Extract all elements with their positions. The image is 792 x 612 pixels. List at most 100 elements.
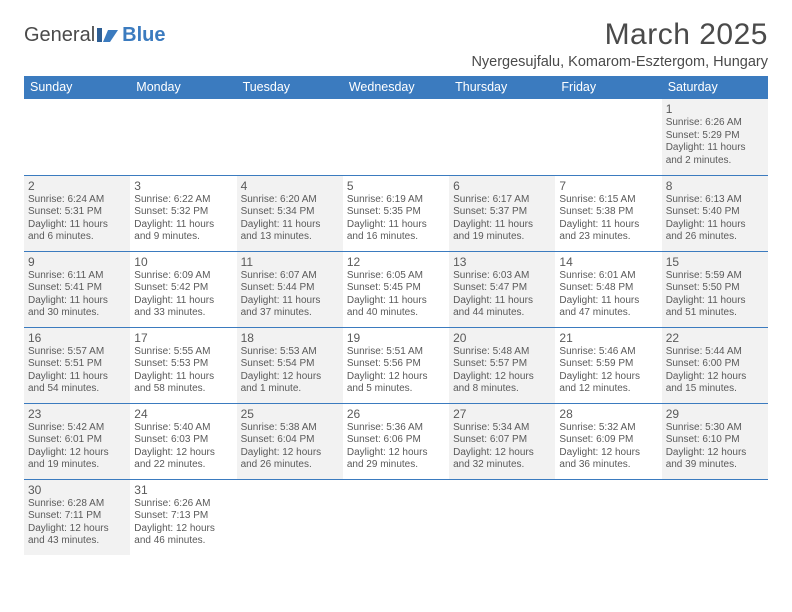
day-details: Sunrise: 5:44 AMSunset: 6:00 PMDaylight:…	[666, 346, 764, 396]
day-details: Sunrise: 6:26 AMSunset: 7:13 PMDaylight:…	[134, 498, 232, 548]
day-details: Sunrise: 5:42 AMSunset: 6:01 PMDaylight:…	[28, 422, 126, 472]
day-number: 19	[347, 331, 445, 345]
calendar-day-cell: 29Sunrise: 5:30 AMSunset: 6:10 PMDayligh…	[662, 403, 768, 479]
calendar-day-cell: 28Sunrise: 5:32 AMSunset: 6:09 PMDayligh…	[555, 403, 661, 479]
calendar-table: Sunday Monday Tuesday Wednesday Thursday…	[24, 76, 768, 555]
day-number: 3	[134, 179, 232, 193]
calendar-week-row: 23Sunrise: 5:42 AMSunset: 6:01 PMDayligh…	[24, 403, 768, 479]
calendar-day-cell: 24Sunrise: 5:40 AMSunset: 6:03 PMDayligh…	[130, 403, 236, 479]
day-details: Sunrise: 6:17 AMSunset: 5:37 PMDaylight:…	[453, 194, 551, 244]
calendar-day-cell: 5Sunrise: 6:19 AMSunset: 5:35 PMDaylight…	[343, 175, 449, 251]
calendar-day-cell: 12Sunrise: 6:05 AMSunset: 5:45 PMDayligh…	[343, 251, 449, 327]
day-number: 7	[559, 179, 657, 193]
weekday-header: Friday	[555, 76, 661, 99]
calendar-day-cell: 8Sunrise: 6:13 AMSunset: 5:40 PMDaylight…	[662, 175, 768, 251]
calendar-empty-cell	[449, 99, 555, 175]
day-number: 6	[453, 179, 551, 193]
day-details: Sunrise: 5:34 AMSunset: 6:07 PMDaylight:…	[453, 422, 551, 472]
calendar-day-cell: 15Sunrise: 5:59 AMSunset: 5:50 PMDayligh…	[662, 251, 768, 327]
day-number: 21	[559, 331, 657, 345]
calendar-week-row: 1Sunrise: 6:26 AMSunset: 5:29 PMDaylight…	[24, 99, 768, 175]
location-text: Nyergesujfalu, Komarom-Esztergom, Hungar…	[471, 54, 768, 70]
day-details: Sunrise: 5:51 AMSunset: 5:56 PMDaylight:…	[347, 346, 445, 396]
day-details: Sunrise: 6:20 AMSunset: 5:34 PMDaylight:…	[241, 194, 339, 244]
calendar-day-cell: 18Sunrise: 5:53 AMSunset: 5:54 PMDayligh…	[237, 327, 343, 403]
calendar-week-row: 2Sunrise: 6:24 AMSunset: 5:31 PMDaylight…	[24, 175, 768, 251]
calendar-day-cell: 23Sunrise: 5:42 AMSunset: 6:01 PMDayligh…	[24, 403, 130, 479]
day-details: Sunrise: 6:03 AMSunset: 5:47 PMDaylight:…	[453, 270, 551, 320]
calendar-week-row: 16Sunrise: 5:57 AMSunset: 5:51 PMDayligh…	[24, 327, 768, 403]
day-details: Sunrise: 6:15 AMSunset: 5:38 PMDaylight:…	[559, 194, 657, 244]
day-number: 10	[134, 255, 232, 269]
day-number: 4	[241, 179, 339, 193]
calendar-week-row: 9Sunrise: 6:11 AMSunset: 5:41 PMDaylight…	[24, 251, 768, 327]
day-details: Sunrise: 5:32 AMSunset: 6:09 PMDaylight:…	[559, 422, 657, 472]
day-number: 26	[347, 407, 445, 421]
weekday-header: Monday	[130, 76, 236, 99]
day-details: Sunrise: 5:53 AMSunset: 5:54 PMDaylight:…	[241, 346, 339, 396]
calendar-page: General Blue March 2025 Nyergesujfalu, K…	[0, 0, 792, 567]
calendar-empty-cell	[662, 479, 768, 555]
weekday-header: Tuesday	[237, 76, 343, 99]
day-details: Sunrise: 5:40 AMSunset: 6:03 PMDaylight:…	[134, 422, 232, 472]
day-details: Sunrise: 5:55 AMSunset: 5:53 PMDaylight:…	[134, 346, 232, 396]
day-details: Sunrise: 6:11 AMSunset: 5:41 PMDaylight:…	[28, 270, 126, 320]
day-number: 1	[666, 102, 764, 116]
weekday-header: Sunday	[24, 76, 130, 99]
day-number: 22	[666, 331, 764, 345]
weekday-header: Thursday	[449, 76, 555, 99]
month-title: March 2025	[471, 18, 768, 52]
brand-logo: General Blue	[24, 24, 166, 47]
calendar-day-cell: 9Sunrise: 6:11 AMSunset: 5:41 PMDaylight…	[24, 251, 130, 327]
calendar-day-cell: 13Sunrise: 6:03 AMSunset: 5:47 PMDayligh…	[449, 251, 555, 327]
brand-flag-icon	[96, 26, 120, 42]
title-block: March 2025 Nyergesujfalu, Komarom-Eszter…	[471, 18, 768, 70]
calendar-empty-cell	[343, 99, 449, 175]
day-details: Sunrise: 6:01 AMSunset: 5:48 PMDaylight:…	[559, 270, 657, 320]
calendar-day-cell: 21Sunrise: 5:46 AMSunset: 5:59 PMDayligh…	[555, 327, 661, 403]
day-details: Sunrise: 6:24 AMSunset: 5:31 PMDaylight:…	[28, 194, 126, 244]
day-details: Sunrise: 6:09 AMSunset: 5:42 PMDaylight:…	[134, 270, 232, 320]
day-details: Sunrise: 5:48 AMSunset: 5:57 PMDaylight:…	[453, 346, 551, 396]
calendar-day-cell: 27Sunrise: 5:34 AMSunset: 6:07 PMDayligh…	[449, 403, 555, 479]
day-number: 20	[453, 331, 551, 345]
day-number: 12	[347, 255, 445, 269]
day-number: 8	[666, 179, 764, 193]
day-number: 15	[666, 255, 764, 269]
weekday-header: Saturday	[662, 76, 768, 99]
day-number: 16	[28, 331, 126, 345]
calendar-empty-cell	[555, 479, 661, 555]
day-details: Sunrise: 6:19 AMSunset: 5:35 PMDaylight:…	[347, 194, 445, 244]
brand-text-1: General	[24, 24, 95, 47]
day-details: Sunrise: 5:30 AMSunset: 6:10 PMDaylight:…	[666, 422, 764, 472]
calendar-body: 1Sunrise: 6:26 AMSunset: 5:29 PMDaylight…	[24, 99, 768, 555]
day-number: 29	[666, 407, 764, 421]
day-details: Sunrise: 6:22 AMSunset: 5:32 PMDaylight:…	[134, 194, 232, 244]
day-details: Sunrise: 5:38 AMSunset: 6:04 PMDaylight:…	[241, 422, 339, 472]
day-number: 25	[241, 407, 339, 421]
day-number: 14	[559, 255, 657, 269]
calendar-day-cell: 17Sunrise: 5:55 AMSunset: 5:53 PMDayligh…	[130, 327, 236, 403]
day-number: 2	[28, 179, 126, 193]
day-details: Sunrise: 6:13 AMSunset: 5:40 PMDaylight:…	[666, 194, 764, 244]
calendar-day-cell: 26Sunrise: 5:36 AMSunset: 6:06 PMDayligh…	[343, 403, 449, 479]
day-number: 24	[134, 407, 232, 421]
calendar-day-cell: 6Sunrise: 6:17 AMSunset: 5:37 PMDaylight…	[449, 175, 555, 251]
calendar-day-cell: 19Sunrise: 5:51 AMSunset: 5:56 PMDayligh…	[343, 327, 449, 403]
day-number: 18	[241, 331, 339, 345]
calendar-empty-cell	[237, 99, 343, 175]
weekday-header: Wednesday	[343, 76, 449, 99]
weekday-header-row: Sunday Monday Tuesday Wednesday Thursday…	[24, 76, 768, 99]
calendar-week-row: 30Sunrise: 6:28 AMSunset: 7:11 PMDayligh…	[24, 479, 768, 555]
calendar-day-cell: 3Sunrise: 6:22 AMSunset: 5:32 PMDaylight…	[130, 175, 236, 251]
day-number: 5	[347, 179, 445, 193]
calendar-empty-cell	[130, 99, 236, 175]
calendar-empty-cell	[24, 99, 130, 175]
calendar-day-cell: 25Sunrise: 5:38 AMSunset: 6:04 PMDayligh…	[237, 403, 343, 479]
day-number: 17	[134, 331, 232, 345]
calendar-empty-cell	[449, 479, 555, 555]
day-details: Sunrise: 5:57 AMSunset: 5:51 PMDaylight:…	[28, 346, 126, 396]
header: General Blue March 2025 Nyergesujfalu, K…	[24, 18, 768, 70]
calendar-day-cell: 4Sunrise: 6:20 AMSunset: 5:34 PMDaylight…	[237, 175, 343, 251]
calendar-day-cell: 10Sunrise: 6:09 AMSunset: 5:42 PMDayligh…	[130, 251, 236, 327]
